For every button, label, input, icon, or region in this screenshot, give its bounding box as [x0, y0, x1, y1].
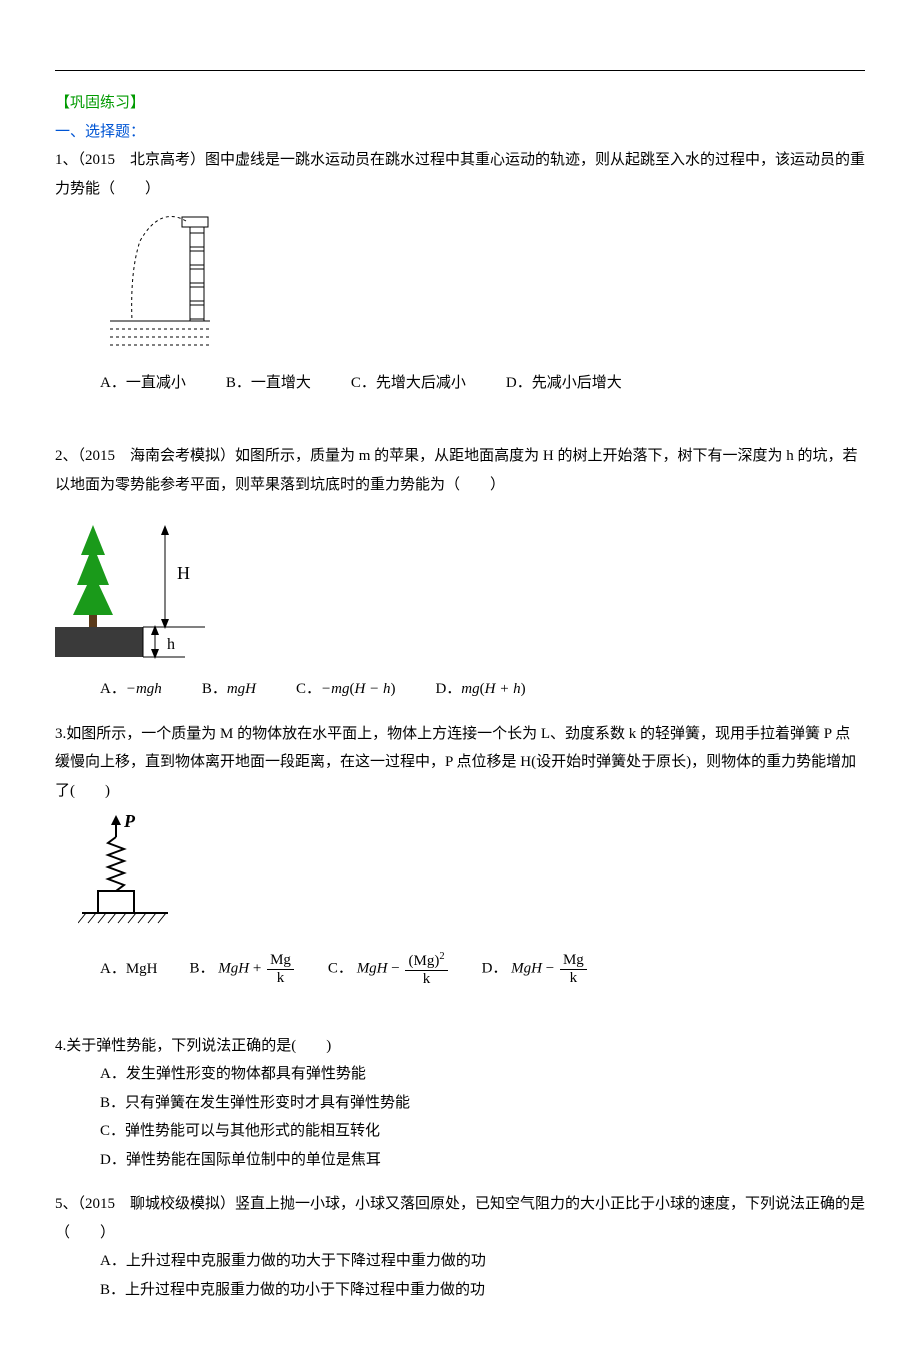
q1-options: A．一直减小 B．一直增大 C．先增大后减小 D．先减小后增大: [55, 369, 865, 398]
q3-stem: 3.如图所示，一个质量为 M 的物体放在水平面上，物体上方连接一个长为 L、劲度…: [55, 720, 865, 806]
question-4: 4.关于弹性势能，下列说法正确的是( ) A．发生弹性形变的物体都具有弹性势能 …: [55, 1032, 865, 1175]
practice-header: 【巩固练习】: [55, 89, 865, 118]
q2-figure: H h: [55, 507, 865, 667]
question-3: 3.如图所示，一个质量为 M 的物体放在水平面上，物体上方连接一个长为 L、劲度…: [55, 720, 865, 988]
q2-opt-d: D．mg(H + h): [435, 675, 525, 704]
svg-text:h: h: [167, 636, 175, 653]
q1-opt-a: A．一直减小: [100, 369, 186, 398]
q2-opt-c: C．−mg(H − h): [296, 675, 395, 704]
question-1: 1、（2015 北京高考）图中虚线是一跳水运动员在跳水过程中其重心运动的轨迹，则…: [55, 146, 865, 398]
q3-opt-c: C． MgH − (Mg)2k: [328, 951, 450, 987]
q2-opt-b: B．mgH: [202, 675, 256, 704]
q4-stem: 4.关于弹性势能，下列说法正确的是( ): [55, 1032, 865, 1061]
q4-opt-b: B．只有弹簧在发生弹性形变时才具有弹性势能: [100, 1089, 865, 1118]
q4-opt-a: A．发生弹性形变的物体都具有弹性势能: [100, 1060, 865, 1089]
q4-opt-c: C．弹性势能可以与其他形式的能相互转化: [100, 1117, 865, 1146]
q1-opt-d: D．先减小后增大: [506, 369, 622, 398]
q4-opt-d: D．弹性势能在国际单位制中的单位是焦耳: [100, 1146, 865, 1175]
q1-figure: [100, 211, 865, 361]
q5-opt-b: B．上升过程中克服重力做的功小于下降过程中重力做的功: [100, 1276, 865, 1305]
svg-text:H: H: [177, 563, 190, 583]
q5-opt-a: A．上升过程中克服重力做的功大于下降过程中重力做的功: [100, 1247, 865, 1276]
q1-opt-b: B．一直增大: [226, 369, 311, 398]
svg-text:P: P: [123, 813, 136, 831]
q1-opt-c: C．先增大后减小: [351, 369, 466, 398]
question-2: 2、（2015 海南会考模拟）如图所示，质量为 m 的苹果，从距地面高度为 H …: [55, 442, 865, 704]
q1-stem: 1、（2015 北京高考）图中虚线是一跳水运动员在跳水过程中其重心运动的轨迹，则…: [55, 146, 865, 203]
q5-stem: 5、（2015 聊城校级模拟）竖直上抛一小球，小球又落回原处，已知空气阻力的大小…: [55, 1190, 865, 1247]
q3-figure: P: [78, 813, 866, 943]
q3-opt-b: B． MgH + Mgk: [190, 952, 296, 986]
q2-stem: 2、（2015 海南会考模拟）如图所示，质量为 m 的苹果，从距地面高度为 H …: [55, 442, 865, 499]
q2-options: A．−mgh B．mgH C．−mg(H − h) D．mg(H + h): [55, 675, 865, 704]
section-header: 一、选择题：: [55, 118, 865, 147]
q3-opt-d: D． MgH − Mgk: [482, 952, 589, 986]
q3-options: A．MgH B． MgH + Mgk C． MgH − (Mg)2k D． Mg…: [55, 951, 865, 987]
q3-opt-a: A．MgH: [100, 955, 158, 984]
q2-opt-a: A．−mgh: [100, 675, 162, 704]
question-5: 5、（2015 聊城校级模拟）竖直上抛一小球，小球又落回原处，已知空气阻力的大小…: [55, 1190, 865, 1304]
